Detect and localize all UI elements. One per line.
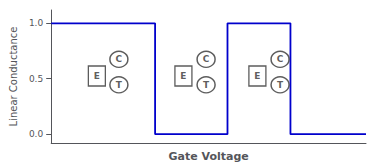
svg-text:E: E: [180, 71, 186, 81]
svg-text:T: T: [203, 80, 210, 90]
svg-text:T: T: [277, 80, 284, 90]
svg-text:C: C: [203, 54, 210, 64]
svg-text:0.5: 0.5: [29, 74, 43, 84]
svg-text:C: C: [116, 54, 123, 64]
svg-text:1.0: 1.0: [29, 18, 44, 28]
svg-text:T: T: [116, 80, 123, 90]
svg-text:E: E: [94, 71, 100, 81]
svg-text:E: E: [254, 71, 260, 81]
svg-text:Gate Voltage: Gate Voltage: [168, 150, 248, 163]
svg-text:C: C: [277, 54, 284, 64]
svg-text:0.0: 0.0: [29, 129, 44, 139]
svg-text:Linear Conductance: Linear Conductance: [8, 27, 19, 127]
